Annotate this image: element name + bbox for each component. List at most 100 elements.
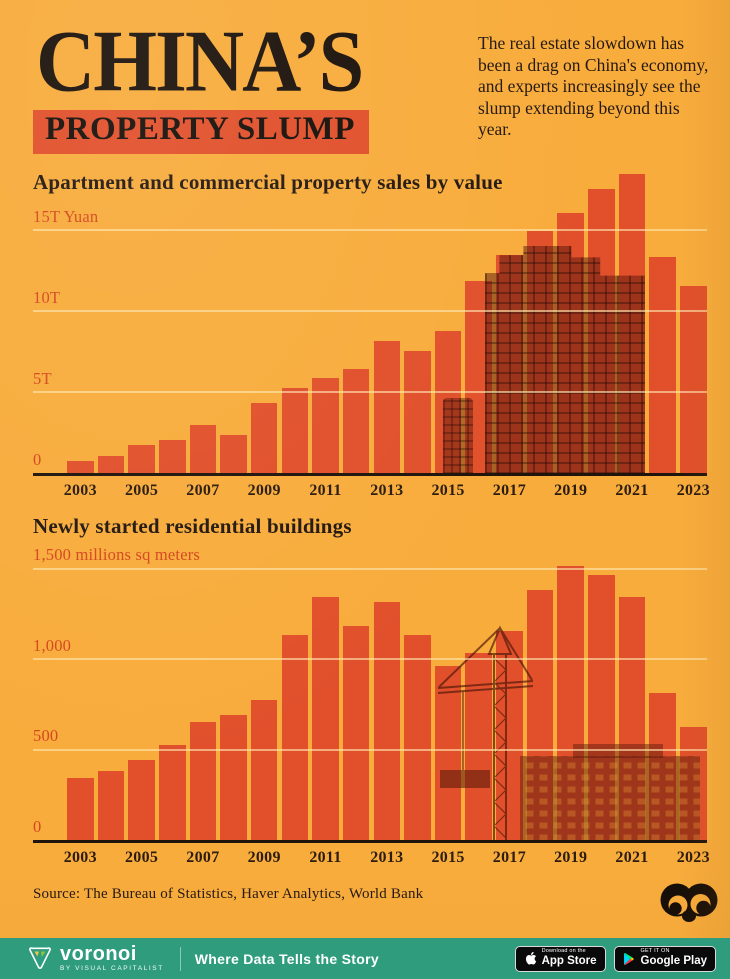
- voronoi-wordmark: voronoi BY VISUAL CAPITALIST: [60, 944, 164, 973]
- bar: [680, 286, 707, 474]
- x-tick-label: 2005: [124, 482, 159, 499]
- x-tick-label: 2017: [492, 849, 526, 866]
- x-tick-label: 2017: [492, 482, 526, 499]
- x-tick-label: 2019: [554, 849, 588, 866]
- bar: [465, 653, 493, 841]
- chart1-x-axis: [33, 473, 707, 476]
- x-tick-label: 2023: [676, 849, 710, 866]
- x-tick-label: 2011: [309, 482, 342, 499]
- bar: [67, 461, 94, 474]
- bar: [557, 213, 584, 474]
- y-tick-label: 10T: [33, 287, 61, 307]
- chart1-plot-area: 0 5T 10T 15T Yuan 2003 2005 2007 2009 2011 2013 20…: [33, 168, 710, 499]
- x-tick-label: 2021: [615, 482, 649, 499]
- bar: [128, 444, 155, 474]
- x-tick-label: 2009: [247, 849, 281, 866]
- gridline: [33, 391, 707, 393]
- bar: [97, 770, 125, 841]
- bar: [680, 727, 707, 841]
- bar: [97, 456, 125, 474]
- bar: [281, 388, 309, 474]
- chart2-x-axis: [33, 840, 707, 843]
- x-tick-label: 2003: [63, 482, 97, 499]
- bar: [618, 597, 646, 841]
- chart1-title: Apartment and commercial property sales …: [33, 170, 503, 194]
- x-tick-label: 2007: [186, 482, 220, 499]
- bar: [281, 635, 309, 841]
- bar: [342, 625, 370, 841]
- bar: [496, 631, 523, 841]
- source-note: Source: The Bureau of Statistics, Haver …: [33, 886, 424, 902]
- bar: [342, 368, 370, 474]
- google-play-icon: [623, 952, 634, 965]
- bar: [373, 341, 401, 474]
- x-tick-label: 2015: [431, 849, 465, 866]
- x-tick-label: 2003: [63, 849, 97, 866]
- visual-capitalist-logo-icon: [660, 883, 718, 922]
- chart-residential-starts: 0 500 1,000 1,500 millions sq meters 2003 200…: [33, 547, 710, 866]
- google-play-line1: GET IT ON: [640, 948, 670, 955]
- bar: [250, 402, 278, 474]
- x-tick-label: 2011: [309, 849, 342, 866]
- brand-subtitle: BY VISUAL CAPITALIST: [60, 965, 164, 973]
- bar: [434, 665, 462, 841]
- page-subtitle-highlight: PROPERTY SLUMP: [33, 110, 369, 154]
- bar: [189, 721, 217, 841]
- bar: [158, 439, 186, 474]
- x-tick-label: 2013: [370, 482, 404, 499]
- bar: [67, 777, 94, 841]
- y-tick-label: 15T Yuan: [33, 206, 99, 226]
- footer-bar: voronoi BY VISUAL CAPITALIST Where Data …: [0, 938, 730, 979]
- x-tick-label: 2007: [186, 849, 220, 866]
- gridline: [33, 229, 707, 231]
- gridline: [33, 567, 707, 570]
- chart2-plot-area: 0 500 1,000 1,500 millions sq meters 2003 200…: [33, 547, 710, 866]
- x-tick-label: 2009: [247, 482, 281, 499]
- x-tick-label: 2005: [124, 849, 159, 866]
- bar: [158, 745, 186, 841]
- bar: [649, 692, 676, 841]
- bar: [189, 425, 217, 474]
- page-title: CHINA’S: [36, 12, 364, 110]
- bar: [220, 435, 247, 474]
- footer-divider: [179, 946, 181, 971]
- bar: [220, 714, 247, 841]
- y-tick-label: 500: [33, 726, 59, 746]
- intro-paragraph: The real estate slowdown has been a drag…: [478, 33, 709, 140]
- bar: [496, 255, 523, 474]
- chart2-title: Newly started residential buildings: [33, 514, 352, 538]
- brand-name: voronoi: [60, 943, 137, 966]
- bar: [250, 700, 278, 841]
- bar: [404, 350, 431, 474]
- apple-icon: [525, 951, 536, 965]
- y-tick-label: 0: [33, 449, 42, 469]
- app-store-line2: App Store: [541, 955, 597, 968]
- bar: [434, 331, 462, 474]
- google-play-badge[interactable]: GET IT ON Google Play: [613, 945, 716, 972]
- x-tick-label: 2019: [554, 482, 588, 499]
- bar: [128, 759, 155, 841]
- bar: [557, 566, 584, 841]
- bar: [649, 256, 676, 474]
- bar: [312, 597, 339, 841]
- x-tick-label: 2015: [431, 482, 465, 499]
- bar: [618, 174, 646, 474]
- y-tick-label: 5T: [33, 368, 52, 388]
- bar: [526, 231, 554, 474]
- app-store-badge[interactable]: Download on the App Store: [514, 945, 606, 972]
- x-tick-label: 2013: [370, 849, 404, 866]
- gridline: [33, 310, 707, 312]
- bar: [404, 635, 431, 841]
- y-tick-label: 0: [33, 816, 42, 836]
- bar: [588, 575, 615, 841]
- y-tick-label: 1,500 millions sq meters: [33, 545, 201, 565]
- bar: [312, 378, 339, 474]
- bar: [373, 602, 401, 841]
- footer-tagline: Where Data Tells the Story: [194, 950, 379, 967]
- store-badges: Download on the App Store GET IT ON Goog…: [514, 945, 716, 972]
- bar: [588, 188, 615, 474]
- chart-property-sales: 0 5T 10T 15T Yuan 2003 2005 2007 2009 2011 2013 20…: [33, 168, 710, 499]
- x-tick-label: 2021: [615, 849, 649, 866]
- gridline: [33, 748, 707, 751]
